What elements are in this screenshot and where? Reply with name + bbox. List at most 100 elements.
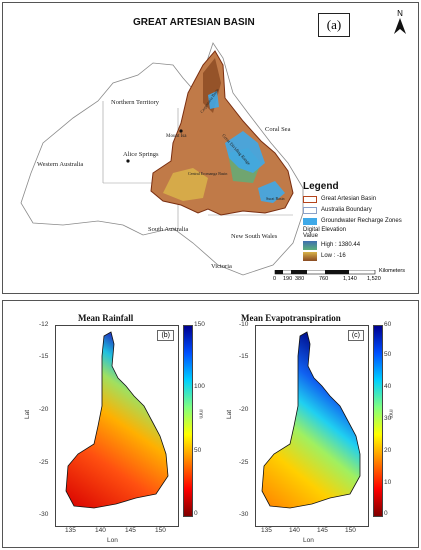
scale-tick-760: 760 — [319, 276, 329, 282]
label-northern-territory: Northern Territory — [111, 99, 159, 106]
alice-springs-marker — [126, 159, 130, 163]
et-ylabel: Lat — [226, 409, 234, 420]
et-ytick-25: -25 — [239, 459, 249, 466]
legend-label-recharge: Groundwater Recharge Zones — [321, 218, 402, 224]
scale-tick-1140: 1,140 — [343, 276, 357, 282]
et-cbar-60: 60 — [384, 321, 392, 328]
rainfall-map — [65, 331, 169, 509]
et-ytick-30: -30 — [239, 511, 249, 518]
et-cbar-50: 50 — [384, 351, 392, 358]
scale-tick-380: 380 — [295, 276, 305, 282]
legend-value-label: Value — [303, 233, 318, 239]
label-victoria: Victoria — [211, 263, 232, 270]
legend-swatch-recharge — [303, 217, 317, 225]
legend-swatch-low — [303, 251, 317, 261]
label-surat-basin: Surat Basin — [266, 196, 285, 201]
recharge-zone-north — [208, 91, 219, 109]
rainfall-ytick-15: -15 — [39, 353, 49, 360]
rainfall-basin-shape — [65, 331, 169, 509]
rainfall-cbar-100: 100 — [194, 383, 205, 390]
legend-label-boundary: Australia Boundary — [321, 207, 372, 213]
rainfall-cbar-0: 0 — [194, 510, 198, 517]
legend-label-basin: Great Artesian Basin — [321, 196, 377, 202]
scale-tick-1520: 1,520 — [367, 276, 381, 282]
et-cbar-30: 30 — [384, 415, 392, 422]
rainfall-cbar-unit: mm — [197, 409, 204, 419]
rainfall-colorbar — [183, 325, 193, 517]
label-alice-springs: Alice Springs — [123, 151, 159, 158]
rainfall-cbar-50: 50 — [194, 447, 202, 454]
rainfall-xtick-135: 135 — [65, 527, 76, 534]
north-arrow-icon — [394, 18, 406, 34]
legend-label-low: Low : -16 — [321, 253, 346, 259]
legend-swatch-basin — [303, 195, 317, 203]
rainfall-plot-frame: (b) — [55, 325, 179, 527]
legend-swatch-boundary — [303, 206, 317, 214]
panel-tag-c: (c) — [347, 330, 364, 341]
scale-unit: Kilometers — [379, 268, 405, 274]
rainfall-xtick-140: 140 — [95, 527, 106, 534]
et-ytick-15: -15 — [239, 353, 249, 360]
et-xlabel: Lon — [303, 537, 314, 544]
scale-bar-graphic — [274, 270, 376, 275]
elevation-low — [163, 168, 208, 201]
et-cbar-20: 20 — [384, 447, 392, 454]
north-arrow: N — [389, 9, 411, 38]
rainfall-ytick-30: -30 — [39, 511, 49, 518]
rainfall-ytick-12: -12 — [39, 321, 49, 328]
legend-item-boundary: Australia Boundary — [303, 205, 415, 215]
label-central-eromanga-basin: Central Eromanga Basin — [188, 171, 228, 176]
panel-tag-a: (a) — [318, 13, 350, 37]
et-basin-shape — [261, 331, 361, 509]
label-western-australia: Western Australia — [37, 161, 84, 168]
et-cbar-unit: mm — [387, 409, 394, 419]
label-coral-sea: Coral Sea — [265, 126, 291, 133]
scale-tick-0: 0 — [273, 276, 277, 282]
recharge-zone-south — [258, 181, 285, 203]
scale-tick-190: 190 — [283, 276, 293, 282]
panel-tag-b: (b) — [157, 330, 174, 341]
rainfall-xtick-145: 145 — [125, 527, 136, 534]
et-xtick-140: 140 — [289, 527, 300, 534]
heatmap-panel: Mean Rainfall (b) -12 -15 -20 -25 -30 La… — [2, 300, 419, 548]
et-ytick-20: -20 — [239, 406, 249, 413]
et-cbar-10: 10 — [384, 479, 392, 486]
et-title: Mean Evapotranspiration — [241, 313, 341, 323]
et-colorbar — [373, 325, 383, 517]
et-ytick-10: -10 — [239, 321, 249, 328]
legend-item-basin: Great Artesian Basin — [303, 194, 415, 204]
mount-isa-marker — [179, 129, 183, 133]
rainfall-ytick-20: -20 — [39, 406, 49, 413]
et-xtick-145: 145 — [317, 527, 328, 534]
et-cbar-0: 0 — [384, 510, 388, 517]
rainfall-cbar-150: 150 — [194, 321, 205, 328]
australia-map — [20, 42, 304, 276]
et-plot-frame: (c) — [255, 325, 369, 527]
australia-outline — [20, 42, 304, 276]
rainfall-ylabel: Lat — [24, 409, 32, 420]
map-title: GREAT ARTESIAN BASIN — [133, 17, 255, 28]
legend-item-high: High : 1380.44 — [303, 240, 415, 250]
et-cbar-40: 40 — [384, 383, 392, 390]
rainfall-xlabel: Lon — [107, 537, 118, 544]
label-south-australia: South Australia — [148, 226, 189, 233]
et-xtick-150: 150 — [345, 527, 356, 534]
legend-swatch-high — [303, 240, 317, 250]
rainfall-title: Mean Rainfall — [78, 313, 134, 323]
rainfall-xtick-150: 150 — [155, 527, 166, 534]
legend-item-recharge: Groundwater Recharge Zones — [303, 216, 415, 226]
legend-label-high: High : 1380.44 — [321, 242, 361, 248]
recharge-zone-east — [225, 131, 265, 173]
rainfall-ytick-25: -25 — [39, 459, 49, 466]
legend-title: Legend — [303, 181, 339, 192]
legend-elevation-title: Digital Elevation — [303, 227, 347, 233]
label-mount-isa: Mount Isa — [166, 134, 187, 139]
et-xtick-135: 135 — [261, 527, 272, 534]
map-legend: Legend Great Artesian Basin Australia Bo… — [303, 181, 415, 265]
legend-item-low: Low : -16 — [303, 251, 415, 261]
et-map — [261, 331, 361, 509]
map-panel: GREAT ARTESIAN BASIN (a) N Northern Terr… — [2, 2, 419, 294]
north-label: N — [397, 9, 403, 18]
scale-bar: 0 190 380 760 1,140 1,520 Kilometers — [273, 268, 413, 290]
label-new-south-wales: New South Wales — [231, 233, 278, 240]
